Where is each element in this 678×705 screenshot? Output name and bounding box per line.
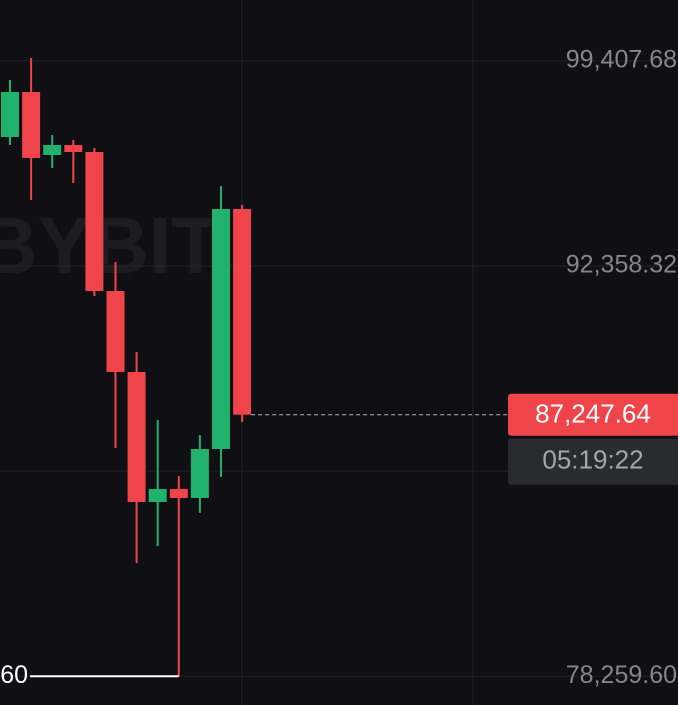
candle-body <box>106 291 125 372</box>
y-tick-label: 92,358.32 <box>566 251 677 279</box>
watermark: BYBIT <box>0 201 220 290</box>
candle-body <box>1 92 19 138</box>
countdown-box <box>508 438 678 485</box>
candle-body <box>22 92 41 158</box>
low-marker-label: 78,259.60 <box>0 661 28 689</box>
candle-body <box>127 371 146 502</box>
y-tick-label: 78,259.60 <box>566 661 677 689</box>
candle-body <box>190 449 209 499</box>
candle-body <box>85 151 104 292</box>
candle-body <box>43 145 62 155</box>
y-tick-label: 99,407.68 <box>566 45 677 73</box>
countdown-label: 05:19:22 <box>542 445 643 475</box>
candle-body <box>233 208 252 415</box>
candle-body <box>212 208 230 450</box>
candle-body <box>148 489 167 502</box>
candle-body <box>169 489 188 499</box>
candle-body <box>64 145 83 152</box>
current-price-label: 87,247.64 <box>535 399 651 429</box>
current-price-box <box>508 393 678 436</box>
